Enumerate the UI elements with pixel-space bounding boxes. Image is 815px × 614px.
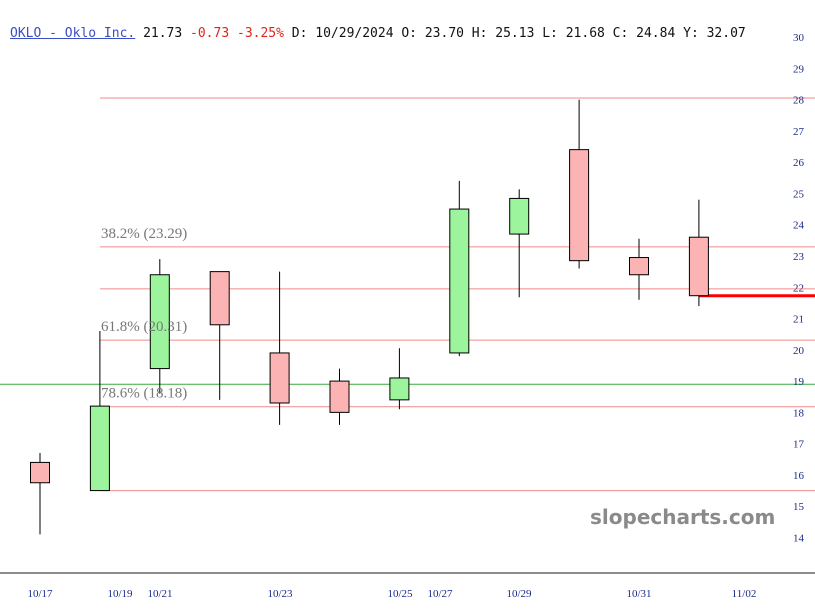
price-change: -0.73 -3.25% xyxy=(190,26,284,41)
y-tick-label: 21 xyxy=(793,314,804,326)
candle[interactable] xyxy=(209,271,230,400)
candle[interactable] xyxy=(389,348,410,410)
x-tick-label: 10/29 xyxy=(506,588,532,600)
y-tick-label: 16 xyxy=(793,470,805,482)
x-tick-label: 10/31 xyxy=(626,588,651,600)
y-tick-label: 27 xyxy=(793,126,805,138)
x-tick-label: 10/21 xyxy=(147,588,172,600)
x-tick-label: 10/25 xyxy=(387,588,413,600)
candle[interactable] xyxy=(269,271,290,425)
x-tick-label: 11/02 xyxy=(732,588,757,600)
y-tick-label: 22 xyxy=(793,282,804,294)
y-tick-label: 17 xyxy=(793,439,805,451)
candle-body xyxy=(149,274,170,370)
candle[interactable] xyxy=(629,238,649,300)
x-tick-label: 10/23 xyxy=(267,588,293,600)
candle-body xyxy=(269,352,290,404)
candle[interactable] xyxy=(329,368,350,425)
candle-body xyxy=(629,257,649,276)
candle-body xyxy=(89,405,110,492)
candle-body xyxy=(509,197,530,235)
fib-level-label: 78.6% (18.18) xyxy=(101,386,187,402)
y-tick-label: 14 xyxy=(793,532,805,544)
candle-body xyxy=(30,461,50,484)
candle-body xyxy=(209,271,230,326)
fib-level-label: 61.8% (20.31) xyxy=(101,319,187,335)
candle[interactable] xyxy=(89,331,110,492)
candle-body xyxy=(449,208,470,354)
y-tick-label: 28 xyxy=(793,95,805,107)
quote-header: OKLO - Oklo Inc. 21.73 -0.73 -3.25% D: 1… xyxy=(10,26,746,41)
y-tick-label: 25 xyxy=(793,188,805,200)
candle-body xyxy=(688,236,709,297)
ohlc-readout: D: 10/29/2024 O: 23.70 H: 25.13 L: 21.68… xyxy=(291,26,746,41)
candle-body xyxy=(569,149,590,262)
candle[interactable] xyxy=(509,189,530,298)
candle[interactable] xyxy=(149,259,170,394)
candle[interactable] xyxy=(569,99,590,269)
y-tick-label: 30 xyxy=(793,32,805,44)
y-tick-label: 15 xyxy=(793,501,805,513)
candle[interactable] xyxy=(449,180,470,357)
y-tick-label: 18 xyxy=(793,407,805,419)
watermark: slopecharts.com xyxy=(590,505,775,529)
x-tick-label: 10/17 xyxy=(27,588,53,600)
x-tick-label: 10/19 xyxy=(107,588,133,600)
y-tick-label: 19 xyxy=(793,376,805,388)
candle-body xyxy=(329,380,350,413)
last-price: 21.73 xyxy=(143,26,183,41)
symbol-link[interactable]: OKLO - Oklo Inc. xyxy=(10,26,136,41)
candle[interactable] xyxy=(30,453,50,535)
y-tick-label: 29 xyxy=(793,63,805,75)
y-tick-label: 23 xyxy=(793,251,805,263)
x-tick-label: 10/27 xyxy=(427,588,453,600)
fib-level-label: 38.2% (23.29) xyxy=(101,226,187,242)
y-tick-label: 26 xyxy=(793,157,805,169)
candle-body xyxy=(389,377,410,401)
candle[interactable] xyxy=(688,199,709,307)
y-tick-label: 24 xyxy=(793,220,805,232)
y-tick-label: 20 xyxy=(793,345,805,357)
